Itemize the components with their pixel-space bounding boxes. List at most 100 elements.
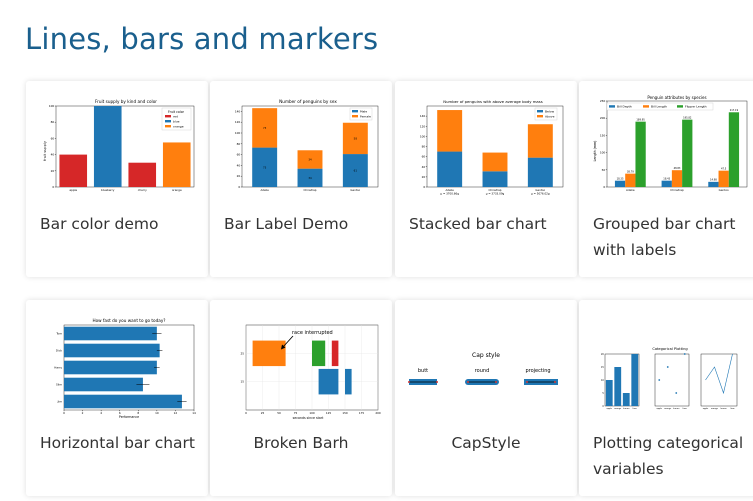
capstyle-thumbnail: Cap style butt round projecting: [408, 352, 558, 385]
point-lemon: [675, 392, 678, 394]
bar-chinstrap-male: [297, 168, 323, 187]
bar-chinstrap-female: [297, 150, 323, 169]
gallery-card-bar-label-demo[interactable]: Number of penguins by sex 0 20 40 60 80 100 12…: [210, 81, 392, 277]
legend-swatch-below: [537, 110, 543, 113]
x-tick-label: 125: [326, 411, 332, 415]
legend: Fruit color red blue orange: [161, 107, 192, 131]
card-label: Broken Barh: [253, 434, 349, 452]
series-line: [705, 353, 733, 395]
broken-barh-thumbnail: seconds since start 0 25 50 75 100 125 150 175 2…: [240, 324, 381, 420]
legend-swatch-above: [537, 115, 543, 118]
bar-cherry: [128, 162, 157, 187]
gallery-card-capstyle[interactable]: Cap style butt round projecting CapStyle: [395, 300, 577, 496]
legend-label-male: Male: [360, 109, 367, 113]
gallery-card-bar-color-demo[interactable]: Fruit supply by kind and color fruit sup…: [26, 81, 208, 277]
chart-title: How fast do you want to go today?: [92, 318, 165, 323]
x-tick-label: 14: [192, 411, 196, 415]
y-tick-label: 140: [420, 114, 426, 118]
bar-value-label: 18.35: [617, 177, 624, 180]
bar-gentoo-female: [342, 122, 368, 155]
x-tick-label: Gentoo: [719, 188, 729, 192]
y-tick-label: 20: [237, 174, 241, 178]
legend-swatch-bill-length: [643, 105, 649, 108]
y-tick-label: 80: [51, 120, 55, 124]
bar-gentoo-below: [527, 157, 553, 187]
y-tick-label: Tom: [55, 332, 62, 336]
bar-value-label: 73: [263, 126, 267, 130]
cap-butt-sample: [408, 379, 438, 385]
bar-adelie-below: [437, 151, 463, 187]
annotation-arrowhead: [281, 344, 286, 350]
legend-label-flipper-length: Flipper Length: [685, 105, 707, 109]
annotation-arrow: [282, 335, 294, 348]
x-tick-label: apple: [656, 408, 662, 410]
legend: Bill Depth Bill Length Flipper Length: [606, 102, 714, 111]
y-tick-label: 80: [422, 145, 426, 149]
x-tick-label: 10: [155, 411, 159, 415]
x-tick-label: apple: [69, 188, 77, 192]
plot-area: 0 20 40 60 80 100 120 140 73 73 Adelie 34 34 Chinstra…: [235, 105, 379, 192]
bar-adelie-bill-length: [625, 173, 636, 187]
y-tick-label: 250: [600, 99, 606, 103]
chart-title: Penguin attributes by species: [647, 95, 706, 100]
x-tick-label: Adelie: [446, 188, 455, 192]
card-label: Horizontal bar chart: [40, 434, 195, 452]
x-tick-label: orange: [664, 407, 672, 410]
axes-frame: [654, 353, 690, 407]
y-tick-label: 10: [601, 379, 604, 382]
bar-apple: [605, 380, 613, 406]
annotation-text: race interrupted: [292, 330, 333, 336]
bar-jim: [64, 394, 182, 409]
plot-area: 0 50 100 150 200 250 18.35 38.79 189.95 Adelie 18.…: [600, 99, 748, 192]
bar-value-label: 14.98: [710, 179, 717, 182]
y-tick-label: 120: [420, 124, 426, 128]
y-tick-label: Slim: [56, 383, 62, 387]
broken-bar-segment: [318, 368, 339, 395]
gallery-card-broken-barh[interactable]: seconds since start 0 25 50 75 100 125 150 175 2…: [210, 300, 392, 496]
x-tick-label: Gentoo: [350, 188, 360, 192]
chart-title: Number of penguins by sex: [279, 99, 337, 104]
cap-label-round: round: [475, 368, 490, 374]
y-tick-label: 0: [52, 185, 54, 189]
legend-swatch-bill-depth: [609, 105, 615, 108]
bar-chinstrap-flipper-length: [682, 119, 693, 187]
bar-adelie-above: [437, 110, 463, 152]
x-tick-label: Chinstrap: [304, 188, 317, 192]
y-tick-label: 20: [601, 353, 604, 356]
x-tick-label: 175: [359, 411, 365, 415]
y-tick-label: 60: [237, 153, 241, 157]
x-tick-label: cherry: [138, 188, 147, 192]
gallery-card-grouped-bar-chart[interactable]: Penguin attributes by species Length (mm…: [579, 81, 753, 277]
gallery-card-plotting-categorical-variables[interactable]: Categorical Plotting 0 5 10 15 20 apple orange…: [579, 300, 753, 496]
legend: Below Above: [534, 107, 558, 121]
card-label: Stacked bar chart: [409, 215, 547, 233]
legend-swatch-blue: [165, 120, 171, 123]
gallery-card-horizontal-bar-chart[interactable]: How fast do you want to go today? Perfor…: [26, 300, 208, 496]
x-tick-label: blueberry: [101, 188, 115, 192]
bar-value-label: 58: [354, 136, 358, 140]
x-tick-label: 150: [342, 411, 348, 415]
x-tick-label: lemon: [673, 408, 680, 410]
legend-swatch-male: [352, 110, 358, 113]
bar-orange: [614, 367, 622, 406]
card-label: CapStyle: [451, 434, 521, 452]
y-tick-label: 80: [237, 142, 241, 146]
gallery-card-stacked-bar-chart[interactable]: Number of penguins with above average bo…: [395, 81, 577, 277]
legend-label-blue: blue: [173, 119, 180, 123]
x-tick-label: 0: [63, 411, 65, 415]
bar-lime: [631, 354, 639, 406]
chart-title: Fruit supply by kind and color: [95, 99, 157, 104]
x-tick-label: lime: [683, 408, 688, 410]
x-tick-label: 0: [245, 411, 247, 415]
y-tick-label: 100: [420, 134, 426, 138]
bar-value-label: 18.43: [663, 177, 670, 180]
x-tick-label: 4: [100, 411, 102, 415]
legend-label-bill-length: Bill Length: [651, 105, 667, 109]
broken-bar-segment: [345, 368, 352, 395]
point-lime: [683, 353, 686, 355]
x-tick-label: lemon: [623, 408, 630, 410]
bar-value-label: 34: [308, 157, 312, 161]
bar-value-label: 61: [354, 169, 358, 173]
x-tick-label: μ = 5076.02g: [531, 191, 550, 195]
legend-label-bill-depth: Bill Depth: [617, 105, 632, 109]
